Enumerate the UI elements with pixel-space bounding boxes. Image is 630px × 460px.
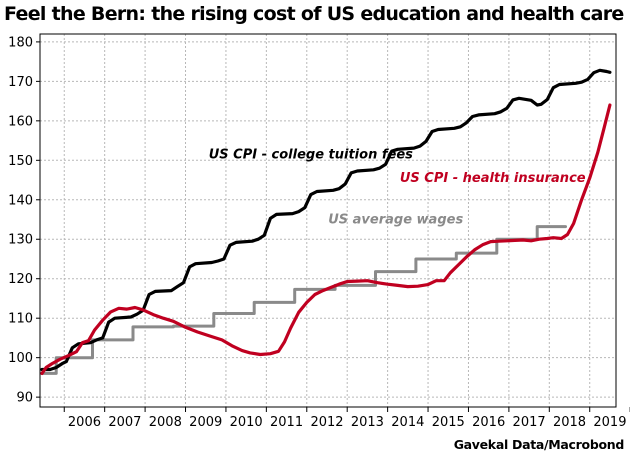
- x-tick-label: 2013: [351, 415, 384, 430]
- x-tick-label: 2010: [230, 415, 263, 430]
- y-tick-label: 160: [8, 114, 33, 129]
- series-line-average-wages: [40, 225, 567, 375]
- annotation-college-tuition: US CPI - college tuition fees: [209, 147, 413, 162]
- y-tick-label: 140: [8, 193, 33, 208]
- x-tick-label: 2017: [513, 415, 546, 430]
- gridlines: [40, 34, 616, 407]
- x-tick-label: 2011: [270, 415, 303, 430]
- y-axis: 90 100 110 120 130 140 150 160 170 180: [8, 35, 40, 406]
- y-tick-label: 90: [16, 391, 33, 406]
- annotation-health-insurance: US CPI - health insurance: [400, 171, 586, 186]
- annotations: US CPI - college tuition fees US CPI - he…: [209, 147, 586, 227]
- y-tick-label: 120: [8, 272, 33, 287]
- x-tick-label: 2007: [108, 415, 141, 430]
- x-tick-label: 2015: [432, 415, 465, 430]
- y-tick-label: 130: [8, 233, 33, 248]
- x-tick-label: 2014: [391, 415, 424, 430]
- x-tick-label: 2009: [189, 415, 222, 430]
- x-tick-label: 2018: [553, 415, 586, 430]
- x-axis: 2006 2007 2008 2009 2010 2011 2012 2013 2014 2015…: [63, 407, 630, 430]
- y-tick-label: 110: [8, 312, 33, 327]
- x-tick-label: 2006: [68, 415, 101, 430]
- x-tick-label: 2019: [593, 415, 626, 430]
- chart-title: Feel the Bern: the rising cost of US edu…: [4, 3, 624, 25]
- y-tick-label: 170: [8, 75, 33, 90]
- source-label: Gavekal Data/Macrobond: [453, 437, 625, 452]
- y-tick-label: 180: [8, 35, 33, 50]
- annotation-average-wages: US average wages: [328, 212, 463, 227]
- series-line-health-insurance: [40, 103, 612, 375]
- x-tick-label: 2008: [149, 415, 182, 430]
- series-line-college-tuition: [40, 68, 612, 372]
- y-tick-label: 100: [8, 351, 33, 366]
- x-tick-label: 2012: [310, 415, 343, 430]
- x-tick-label: 2016: [472, 415, 505, 430]
- y-tick-label: 150: [8, 154, 33, 169]
- series-lines: [40, 68, 612, 375]
- plot-frame: [39, 33, 617, 408]
